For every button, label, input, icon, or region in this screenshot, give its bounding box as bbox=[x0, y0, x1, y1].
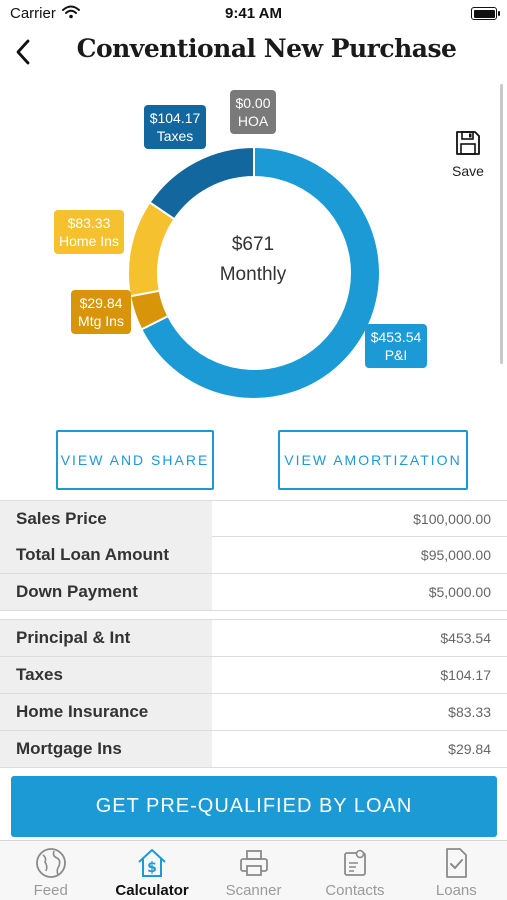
save-label: Save bbox=[452, 163, 484, 179]
contact-card-icon bbox=[304, 846, 405, 880]
view-and-share-button[interactable]: VIEW AND SHARE bbox=[56, 430, 214, 490]
tab-calculator-label: Calculator bbox=[115, 882, 189, 899]
home-ins-slice-label: $83.33 Home Ins bbox=[54, 210, 124, 254]
status-time: 9:41 AM bbox=[225, 5, 282, 22]
printer-icon bbox=[203, 846, 304, 880]
payment-donut-chart: $671 Monthly $453.54 P&I $29.84 Mtg Ins … bbox=[0, 80, 507, 410]
battery-icon bbox=[471, 7, 500, 20]
document-check-icon bbox=[406, 846, 507, 880]
mtg-ins-slice-name: Mtg Ins bbox=[78, 313, 124, 329]
row-value: $5,000.00 bbox=[428, 584, 491, 600]
hoa-slice-name: HOA bbox=[237, 113, 269, 129]
get-pre-qualified-button[interactable]: GET PRE-QUALIFIED BY LOAN bbox=[11, 776, 497, 837]
taxes-slice-value: $104.17 bbox=[149, 110, 201, 126]
donut-chart-svg bbox=[127, 145, 381, 400]
tab-loans[interactable]: Loans bbox=[406, 841, 507, 900]
status-bar: Carrier 9:41 AM bbox=[0, 0, 507, 28]
tab-scanner[interactable]: Scanner bbox=[203, 841, 304, 900]
scroll-indicator[interactable] bbox=[500, 84, 503, 364]
tab-loans-label: Loans bbox=[435, 882, 477, 899]
row-label: Taxes bbox=[0, 657, 212, 693]
pi-slice-label: $453.54 P&I bbox=[365, 324, 427, 368]
pi-slice-value: $453.54 bbox=[370, 329, 422, 345]
taxes-slice-label: $104.17 Taxes bbox=[144, 105, 206, 149]
row-label: Home Insurance bbox=[0, 694, 212, 730]
donut-slice-taxes bbox=[148, 145, 255, 221]
nav-header: Conventional New Purchase bbox=[0, 28, 507, 74]
carrier-name: Carrier bbox=[10, 5, 56, 22]
house-dollar-icon: $ bbox=[101, 846, 202, 880]
floppy-disk-icon bbox=[456, 131, 480, 155]
row-value: $95,000.00 bbox=[420, 547, 491, 563]
table-row: Mortgage Ins $29.84 bbox=[0, 731, 507, 768]
tab-feed-label: Feed bbox=[33, 882, 68, 899]
donut-slice-home-ins bbox=[127, 200, 176, 298]
row-value: $83.33 bbox=[448, 704, 491, 720]
row-label: Total Loan Amount bbox=[0, 537, 212, 573]
globe-icon bbox=[0, 846, 101, 880]
tab-contacts-label: Contacts bbox=[325, 882, 385, 899]
row-label: Sales Price bbox=[0, 501, 212, 537]
table-row: Sales Price $100,000.00 bbox=[0, 500, 507, 537]
row-value: $453.54 bbox=[440, 630, 491, 646]
hoa-slice-label: $0.00 HOA bbox=[230, 90, 276, 134]
table-row: Taxes $104.17 bbox=[0, 657, 507, 694]
table-row: Principal & Int $453.54 bbox=[0, 620, 507, 657]
tab-scanner-label: Scanner bbox=[225, 882, 282, 899]
donut-slice-p-i bbox=[140, 145, 381, 400]
view-amortization-button[interactable]: VIEW AMORTIZATION bbox=[278, 430, 468, 490]
tab-feed[interactable]: Feed bbox=[0, 841, 101, 900]
hoa-slice-value: $0.00 bbox=[235, 95, 271, 111]
save-button[interactable]: Save bbox=[444, 130, 492, 184]
tab-contacts[interactable]: Contacts bbox=[304, 841, 405, 900]
row-value: $29.84 bbox=[448, 741, 491, 757]
home-ins-slice-value: $83.33 bbox=[67, 215, 111, 231]
loan-summary-table: Sales Price $100,000.00 Total Loan Amoun… bbox=[0, 500, 507, 768]
row-label: Principal & Int bbox=[0, 620, 212, 656]
table-row: Total Loan Amount $95,000.00 bbox=[0, 537, 507, 574]
chart-center-total: $671 bbox=[231, 234, 275, 255]
chevron-left-icon bbox=[16, 39, 30, 65]
page-title: Conventional New Purchase bbox=[76, 34, 457, 63]
svg-text:$: $ bbox=[147, 860, 157, 876]
table-row: Down Payment $5,000.00 bbox=[0, 574, 507, 611]
row-value: $100,000.00 bbox=[413, 511, 491, 527]
pi-slice-name: P&I bbox=[384, 347, 408, 363]
chart-center-caption: Monthly bbox=[219, 264, 287, 285]
tab-calculator[interactable]: $ Calculator bbox=[101, 841, 202, 900]
mtg-ins-slice-value: $29.84 bbox=[79, 295, 123, 311]
row-value: $104.17 bbox=[440, 667, 491, 683]
section-divider bbox=[0, 611, 507, 620]
home-ins-slice-name: Home Ins bbox=[59, 233, 119, 249]
wifi-icon bbox=[62, 5, 80, 24]
row-label: Down Payment bbox=[0, 574, 212, 610]
tab-bar: Feed $ Calculator Scanner bbox=[0, 840, 507, 900]
mtg-ins-slice-label: $29.84 Mtg Ins bbox=[71, 290, 131, 334]
back-button[interactable] bbox=[8, 32, 38, 72]
row-label: Mortgage Ins bbox=[0, 731, 212, 767]
table-row: Home Insurance $83.33 bbox=[0, 694, 507, 731]
taxes-slice-name: Taxes bbox=[156, 128, 194, 144]
